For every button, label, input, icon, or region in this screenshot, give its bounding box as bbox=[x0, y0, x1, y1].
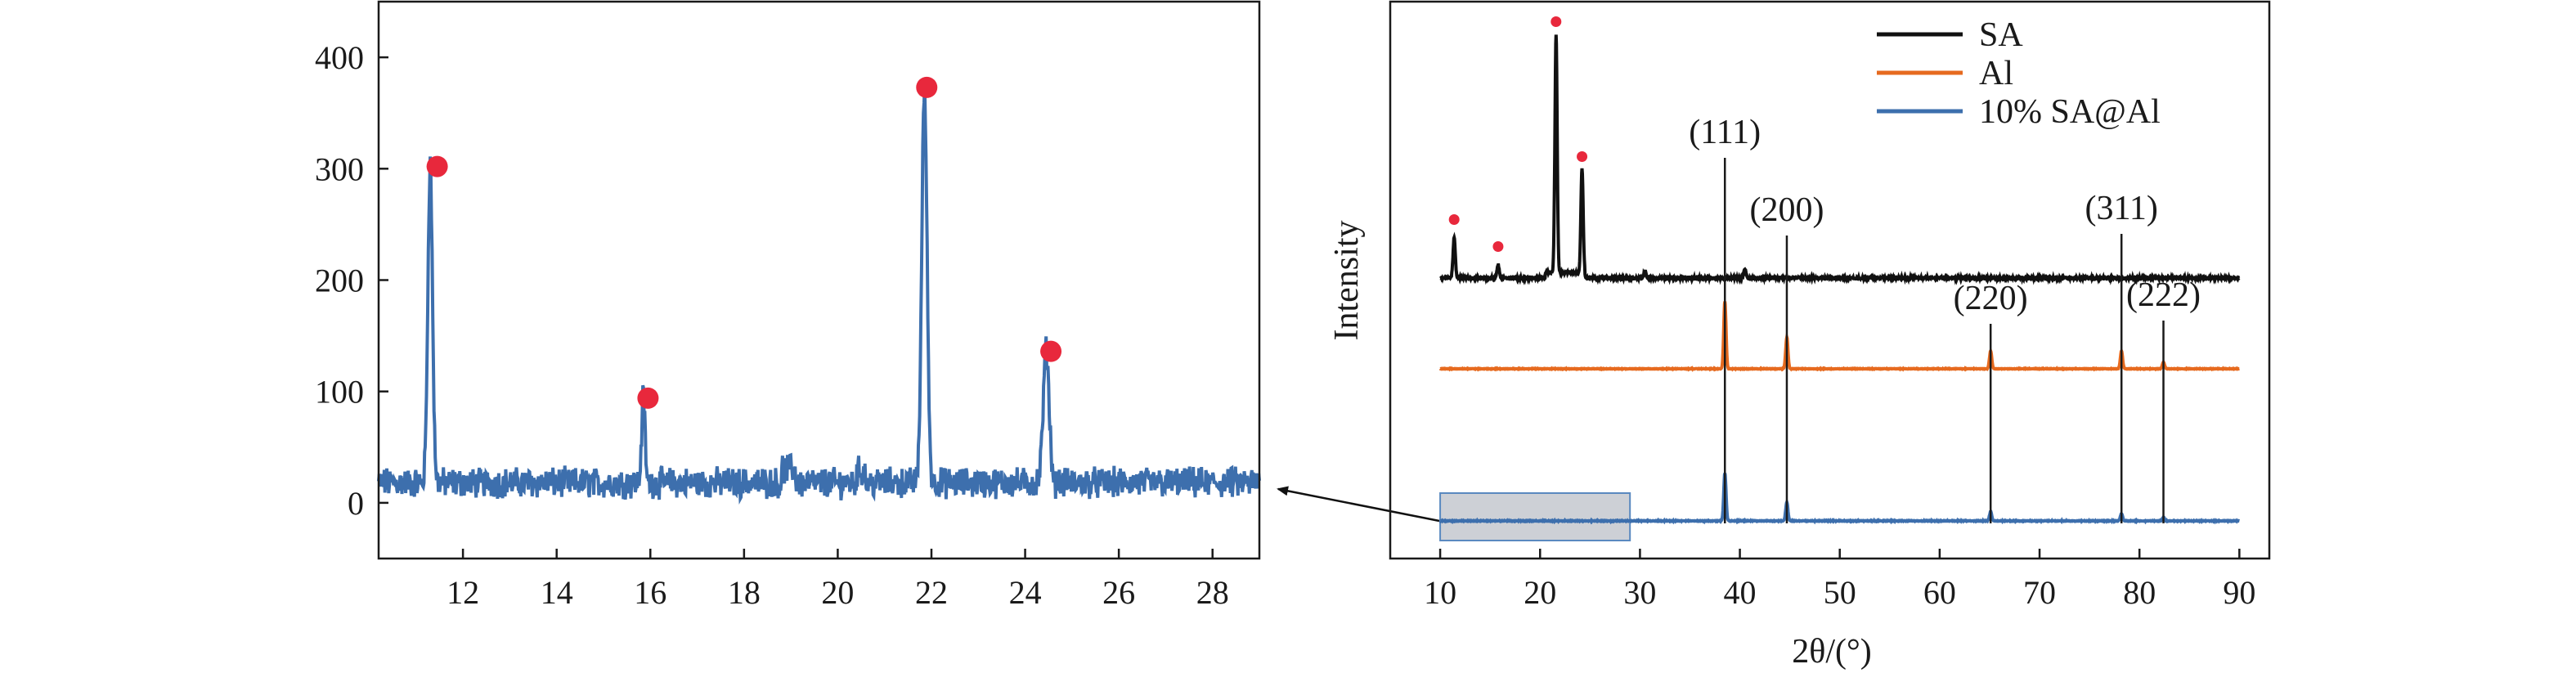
left-panel: 12 14 16 18 20 22 24 26 28 0 100 200 300 400 bbox=[315, 0, 1261, 611]
right-x-tick-label: 20 bbox=[1524, 574, 1556, 611]
zoom-region-box bbox=[1439, 492, 1631, 541]
peak-annotation-label: (111) bbox=[1689, 114, 1761, 151]
peak-annotation-label: (220) bbox=[1954, 280, 2028, 317]
legend-label: SA bbox=[1979, 16, 2023, 54]
right-peak-annotations: (111) (200) (220) (311) (222) bbox=[1689, 114, 2201, 523]
peak-annotation-label: (200) bbox=[1749, 191, 1824, 229]
peak-marker bbox=[426, 155, 448, 177]
right-x-tick-label: 30 bbox=[1623, 574, 1656, 611]
left-y-tick-label: 200 bbox=[315, 262, 364, 299]
left-x-tick-label: 28 bbox=[1196, 574, 1229, 611]
peak-marker bbox=[1577, 151, 1588, 162]
left-series-line bbox=[377, 82, 1261, 505]
right-x-tick-label: 40 bbox=[1724, 574, 1757, 611]
peak-marker bbox=[1040, 340, 1062, 362]
right-x-tick-label: 60 bbox=[1923, 574, 1956, 611]
right-series-line bbox=[1438, 301, 2240, 372]
left-series-group bbox=[377, 82, 1261, 505]
right-x-axis-title: 2θ/(°) bbox=[1792, 633, 1872, 671]
left-y-tick-label: 0 bbox=[348, 485, 364, 522]
peak-marker bbox=[1551, 16, 1562, 27]
peak-marker bbox=[637, 387, 659, 409]
left-x-tick-label: 22 bbox=[915, 574, 948, 611]
left-y-axis: 0 100 200 300 400 bbox=[315, 39, 388, 522]
right-markers-group bbox=[1448, 16, 1588, 252]
right-series-line bbox=[1438, 473, 2241, 525]
zoom-arrow bbox=[1277, 486, 1440, 523]
peak-marker bbox=[1492, 241, 1504, 252]
right-panel: (111) (200) (220) (311) (222) 10 20 30 40 50 60 70… bbox=[1328, 0, 2271, 671]
left-x-tick-label: 14 bbox=[541, 574, 573, 611]
right-y-axis-title: Intensity bbox=[1328, 221, 1366, 341]
left-x-tick-label: 20 bbox=[821, 574, 854, 611]
left-y-tick-label: 100 bbox=[315, 374, 364, 411]
right-series-group bbox=[1438, 34, 2241, 525]
right-x-axis: 10 20 30 40 50 60 70 80 90 bbox=[1424, 549, 2255, 611]
left-y-tick-label: 300 bbox=[315, 150, 364, 187]
left-x-tick-label: 12 bbox=[447, 574, 479, 611]
right-x-tick-label: 90 bbox=[2223, 574, 2255, 611]
left-x-tick-label: 18 bbox=[728, 574, 761, 611]
right-series-line bbox=[1439, 34, 2241, 285]
peak-marker bbox=[1448, 214, 1460, 225]
left-x-axis: 12 14 16 18 20 22 24 26 28 bbox=[447, 549, 1229, 611]
left-x-tick-label: 26 bbox=[1102, 574, 1135, 611]
left-x-tick-label: 16 bbox=[634, 574, 666, 611]
left-markers-group bbox=[426, 76, 1062, 409]
right-x-tick-label: 70 bbox=[2023, 574, 2056, 611]
legend-label: Al bbox=[1979, 55, 2013, 92]
left-y-tick-label: 400 bbox=[315, 39, 364, 76]
left-x-tick-label: 24 bbox=[1009, 574, 1042, 611]
right-x-tick-label: 80 bbox=[2123, 574, 2156, 611]
legend-label: 10% SA@Al bbox=[1979, 93, 2161, 131]
peak-marker bbox=[916, 76, 938, 98]
right-plot-frame bbox=[1389, 0, 2271, 560]
peak-annotation-label: (222) bbox=[2126, 276, 2201, 314]
peak-annotation-label: (311) bbox=[2085, 190, 2157, 227]
right-x-tick-label: 10 bbox=[1424, 574, 1456, 611]
right-x-tick-label: 50 bbox=[1824, 574, 1856, 611]
